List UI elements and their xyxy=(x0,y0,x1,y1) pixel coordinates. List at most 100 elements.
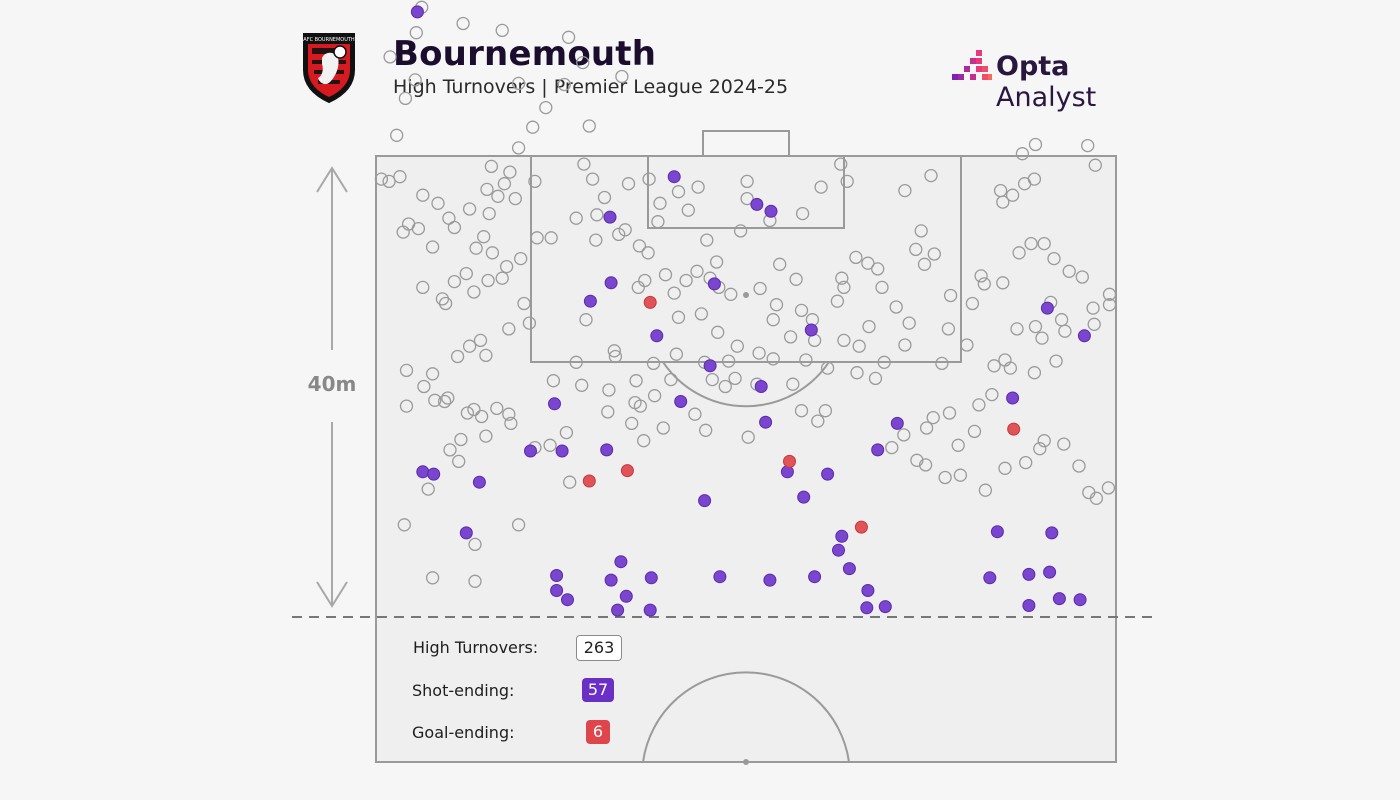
turnover-point xyxy=(514,251,528,266)
turnover-point xyxy=(998,461,1012,475)
legend-high-turnovers-value: 263 xyxy=(576,635,622,661)
shot-ending-point xyxy=(990,525,1004,539)
turnover-point xyxy=(517,296,531,311)
shot-ending-point xyxy=(1006,391,1020,405)
goal-ending-point xyxy=(854,520,868,534)
turnover-point xyxy=(428,393,442,407)
turnover-point xyxy=(511,518,526,532)
turnover-point xyxy=(818,404,833,418)
turnover-point xyxy=(621,177,636,191)
turnover-point xyxy=(740,191,754,206)
turnover-point xyxy=(985,387,999,402)
shot-ending-point xyxy=(603,210,617,224)
turnover-point xyxy=(740,174,754,189)
turnover-point xyxy=(383,50,397,64)
turnover-point xyxy=(820,361,835,375)
crest-text: AFC BOURNEMOUTH xyxy=(303,37,355,43)
turnover-point xyxy=(452,454,466,469)
shot-ending-point xyxy=(619,589,633,603)
turnover-point xyxy=(608,349,623,364)
shot-ending-point xyxy=(427,467,441,481)
turnover-point xyxy=(766,313,780,327)
turnover-point xyxy=(926,410,940,425)
turnover-point xyxy=(849,250,863,265)
turnover-point xyxy=(1054,313,1069,327)
turnover-point xyxy=(868,371,883,386)
turnover-point xyxy=(671,310,686,324)
shot-ending-point xyxy=(604,276,618,290)
turnover-point xyxy=(885,440,899,455)
turnover-point xyxy=(579,313,593,327)
turnover-point xyxy=(589,233,603,247)
shot-ending-point xyxy=(1045,526,1059,540)
turnover-point xyxy=(607,344,621,358)
turnover-point xyxy=(977,277,991,291)
turnover-point xyxy=(1019,455,1033,470)
turnover-point xyxy=(1072,459,1086,473)
shot-ending-point xyxy=(1022,599,1036,612)
turnover-point xyxy=(1010,322,1024,336)
turnover-point xyxy=(503,165,517,179)
turnover-point xyxy=(877,355,891,369)
turnover-point xyxy=(943,288,958,303)
shot-ending-point xyxy=(860,601,874,615)
turnover-point xyxy=(862,319,876,334)
turnover-point xyxy=(641,246,655,260)
turnover-point xyxy=(910,453,924,467)
turnover-point xyxy=(898,338,912,352)
shot-ending-point xyxy=(871,443,885,457)
turnover-point xyxy=(539,100,553,115)
turnover-point xyxy=(1047,251,1061,266)
turnover-point xyxy=(497,177,512,191)
turnover-point xyxy=(401,217,416,231)
turnover-point xyxy=(1035,331,1049,345)
shot-ending-point xyxy=(878,600,892,614)
shot-ending-point xyxy=(524,444,537,458)
shot-ending-point xyxy=(713,570,727,584)
centre-spot xyxy=(743,759,749,765)
chart-subtitle: High Turnovers | Premier League 2024-25 xyxy=(393,76,789,98)
turnover-point xyxy=(399,363,414,378)
turnover-point xyxy=(794,303,809,318)
turnover-point xyxy=(1049,354,1063,368)
turnover-point xyxy=(460,406,475,420)
turnover-point xyxy=(612,227,626,242)
turnover-point xyxy=(766,352,780,366)
turnover-point xyxy=(681,203,695,217)
turnover-point xyxy=(1086,301,1100,315)
shot-ending-point xyxy=(832,543,845,557)
turnover-point xyxy=(431,196,445,210)
turnover-point xyxy=(924,168,938,183)
turnover-point xyxy=(871,262,885,276)
shot-ending-point xyxy=(842,562,856,576)
legend-goal-ending-label: Goal-ending: xyxy=(412,723,515,742)
turnover-point xyxy=(577,157,591,171)
turnover-point xyxy=(628,395,642,410)
turnover-point xyxy=(473,333,488,348)
shot-ending-point xyxy=(550,584,564,597)
turnover-point xyxy=(1005,188,1020,202)
turnover-point xyxy=(718,379,732,394)
turnover-point xyxy=(450,349,465,364)
turnover-point xyxy=(1088,158,1102,172)
turnover-point xyxy=(632,239,647,253)
turnover-point xyxy=(852,339,866,353)
shot-ending-point xyxy=(644,571,658,585)
turnover-point xyxy=(469,241,483,255)
turnover-point xyxy=(382,174,396,189)
goal-ending-point xyxy=(783,454,796,468)
turnover-point xyxy=(972,398,986,412)
turnover-point xyxy=(753,281,767,296)
turnover-point xyxy=(830,294,845,308)
penalty-spot xyxy=(743,292,749,298)
shot-ending-point xyxy=(759,415,773,429)
turnover-point xyxy=(398,91,413,106)
turnover-point xyxy=(569,211,583,225)
turnover-point xyxy=(477,230,491,244)
turnover-point xyxy=(834,157,848,171)
turnover-point xyxy=(637,434,651,448)
turnover-point xyxy=(495,271,509,285)
shot-ending-point xyxy=(611,603,625,617)
shot-ending-point xyxy=(1077,329,1091,343)
turnover-point xyxy=(902,316,916,330)
